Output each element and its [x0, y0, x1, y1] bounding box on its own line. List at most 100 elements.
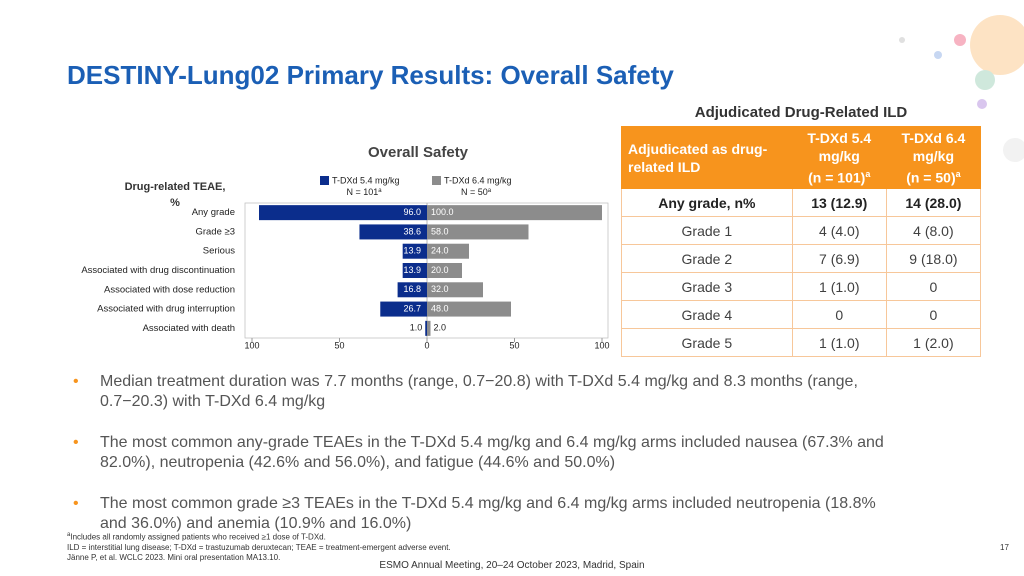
chart: Overall Safety Drug-related TEAE, % T-DXd 5…: [81, 144, 609, 350]
bullet: The most common any-grade TEAEs in the T…: [70, 433, 890, 473]
value-label: 38.6: [403, 226, 421, 236]
footer: ESMO Annual Meeting, 20–24 October 2023,…: [379, 560, 645, 571]
value-label: 16.8: [403, 284, 421, 294]
deco-circle: [934, 51, 942, 59]
footnote-text: ILD = interstitial lung disease; T-DXd =…: [67, 542, 451, 552]
header-text: Adjudicated as drug-related ILD: [628, 140, 768, 175]
header-note: a: [865, 168, 871, 179]
bar: [425, 320, 427, 336]
value-label: 100.0: [431, 207, 454, 217]
value-label: 26.7: [403, 303, 421, 313]
value-label: 58.0: [431, 226, 449, 236]
y-axis-label-line: %: [170, 197, 180, 209]
legend-n: N = 101a: [346, 187, 382, 197]
deco-circle: [977, 99, 987, 109]
legend-note: a: [488, 188, 492, 194]
bar: [380, 301, 427, 317]
table-cell: 4 (4.0): [791, 216, 887, 245]
footnote-text: Jänne P, et al. WCLC 2023. Mini oral pre…: [67, 552, 281, 562]
y-axis-label: Drug-related TEAE,%: [125, 181, 226, 209]
category-label: Associated with drug interruption: [97, 304, 235, 315]
table-cell: 1 (1.0): [791, 272, 887, 301]
value-label: 48.0: [431, 303, 449, 313]
x-tick-label: 50: [334, 340, 344, 350]
bar: [427, 205, 602, 221]
category-label: Associated with drug discontinuation: [81, 265, 235, 276]
header-text: T-DXd 5.4 mg/kg: [807, 129, 872, 164]
legend-n: N = 50a: [461, 187, 492, 197]
table-cell: 14 (28.0): [885, 188, 982, 217]
table-cell: 0: [885, 272, 982, 301]
header-n: (n = 101): [808, 169, 866, 186]
value-label: 13.9: [403, 246, 421, 256]
footnote: Jänne P, et al. WCLC 2023. Mini oral pre…: [67, 553, 451, 563]
table-cell: 0: [885, 300, 982, 329]
footnote-text: Includes all randomly assigned patients …: [70, 532, 326, 542]
bar: [402, 263, 427, 278]
bullet: Median treatment duration was 7.7 months…: [70, 372, 890, 412]
x-tick-label: 100: [594, 340, 609, 350]
legend-swatch: [432, 176, 441, 185]
bar: [427, 301, 511, 317]
x-tick-label: 100: [244, 340, 259, 350]
slide-title: DESTINY-Lung02 Primary Results: Overall …: [67, 60, 674, 90]
bar: [359, 224, 427, 240]
table-cell: 4 (8.0): [885, 216, 982, 245]
value-label: 1.0: [410, 323, 423, 333]
bullet-list: Median treatment duration was 7.7 months…: [70, 372, 890, 555]
bar: [427, 263, 462, 278]
footnote: aIncludes all randomly assigned patients…: [67, 530, 451, 543]
value-label: 13.9: [403, 265, 421, 275]
table-cell: Grade 4: [621, 300, 793, 329]
bar: [427, 224, 529, 240]
category-label: Any grade: [192, 207, 235, 218]
deco-circle: [954, 34, 966, 46]
header-text: T-DXd 6.4 mg/kg: [901, 129, 966, 164]
bar: [427, 320, 431, 336]
legend-n-label: N = 50: [461, 187, 488, 197]
table-cell: 1 (2.0): [885, 328, 982, 357]
y-axis-label-line: Drug-related TEAE,: [125, 181, 226, 193]
x-tick-label: 0: [424, 340, 429, 350]
legend-n-label: N = 101: [346, 187, 378, 197]
table-cell: 0: [791, 300, 887, 329]
value-label: 96.0: [403, 207, 421, 217]
table-cell: Grade 5: [621, 328, 793, 357]
table-cell: Grade 2: [621, 244, 793, 273]
category-label: Serious: [203, 246, 235, 257]
category-label: Associated with dose reduction: [104, 284, 235, 295]
value-label: 32.0: [431, 284, 449, 294]
page-number: 17: [1000, 543, 1009, 552]
legend-label: T-DXd 5.4 mg/kg: [332, 175, 400, 185]
header-n: (n = 50): [906, 169, 956, 186]
value-label: 2.0: [434, 323, 447, 333]
footnotes: aIncludes all randomly assigned patients…: [67, 530, 451, 563]
category-label: Grade ≥3: [195, 226, 235, 237]
table-row: Any grade, n% 13 (12.9) 14 (28.0): [621, 188, 982, 217]
table-header-cell: T-DXd 6.4 mg/kg (n = 50)a: [885, 126, 982, 189]
bar: [402, 243, 427, 259]
bar: [259, 205, 427, 221]
bar: [427, 243, 469, 259]
table-cell: Grade 3: [621, 272, 793, 301]
table-header-cell: T-DXd 5.4 mg/kg (n = 101)a: [791, 126, 887, 189]
table-header-cell: Adjudicated as drug-related ILD: [621, 126, 793, 189]
chart-title: Overall Safety: [368, 144, 469, 161]
table-cell: Grade 1: [621, 216, 793, 245]
table-cell: Any grade, n%: [621, 188, 793, 217]
table-cell: 13 (12.9): [791, 188, 887, 217]
legend-swatch: [320, 176, 329, 185]
bar: [427, 282, 483, 298]
footnote-mark: a: [67, 532, 71, 538]
deco-circle: [1003, 138, 1024, 162]
deco-circle: [899, 37, 905, 43]
footnote: ILD = interstitial lung disease; T-DXd =…: [67, 543, 451, 553]
table-cell: 7 (6.9): [791, 244, 887, 273]
table-title: Adjudicated Drug-Related ILD: [694, 104, 908, 121]
value-label: 20.0: [431, 265, 449, 275]
